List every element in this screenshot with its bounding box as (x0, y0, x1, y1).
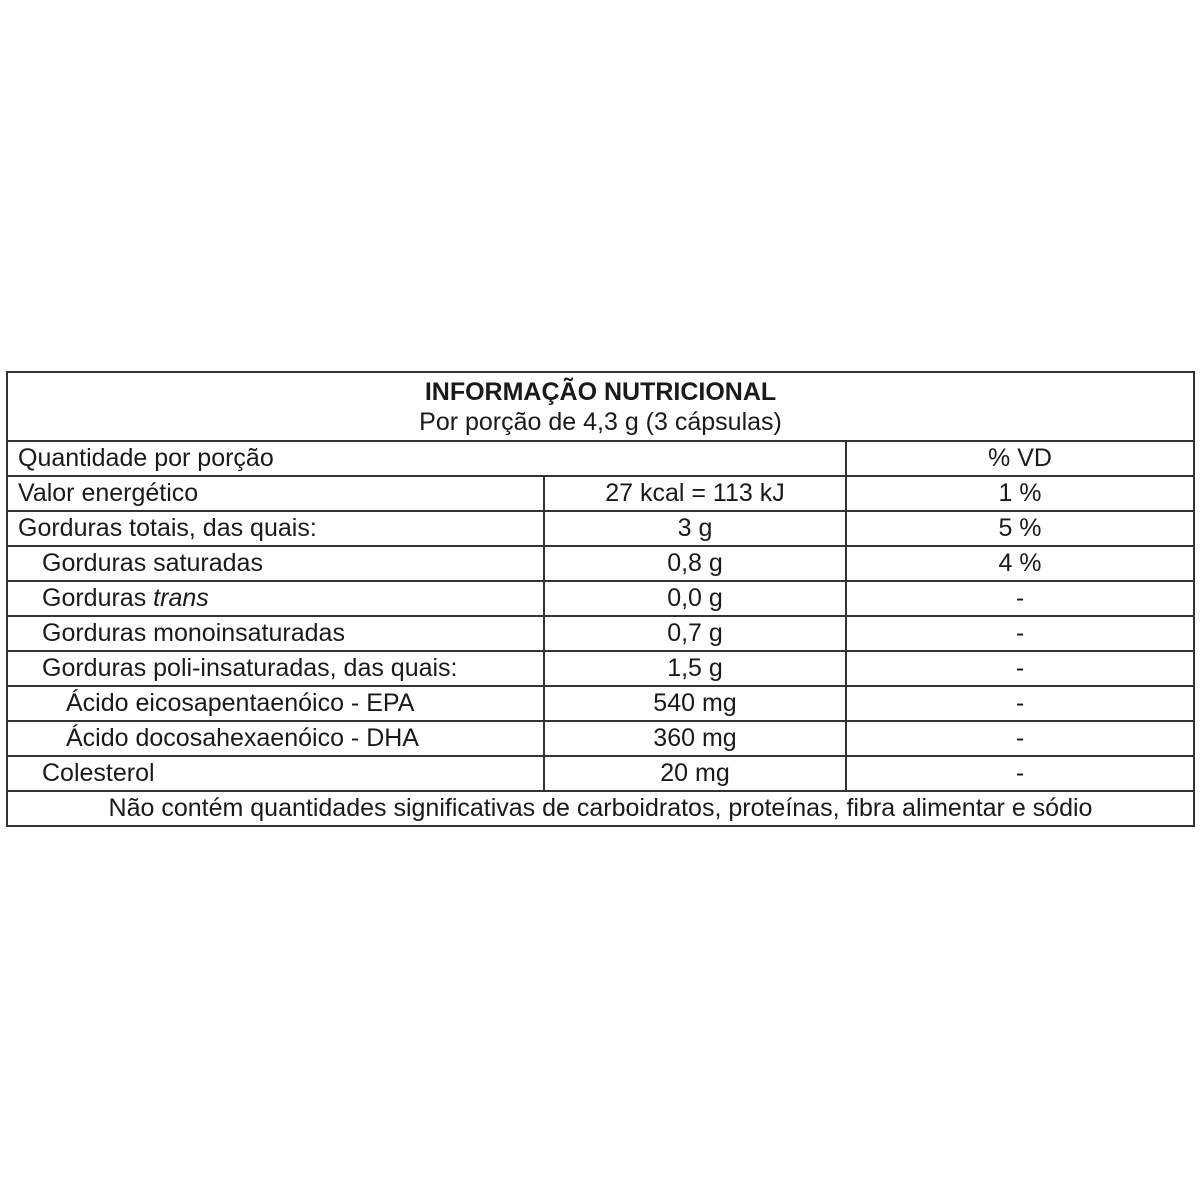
table-row: Valor energético 27 kcal = 113 kJ 1 % (6, 475, 1195, 512)
nutrient-label: Gorduras totais, das quais: (6, 510, 545, 547)
nutrient-vd: - (845, 720, 1195, 757)
nutrition-facts-table: INFORMAÇÃO NUTRICIONAL Por porção de 4,3… (6, 371, 1195, 827)
table-row: Gorduras totais, das quais: 3 g 5 % (6, 510, 1195, 547)
nutrient-label: Colesterol (6, 755, 545, 792)
label-text: Gorduras (42, 584, 154, 612)
table-row: Gorduras trans 0,0 g - (6, 580, 1195, 617)
nutrient-label: Valor energético (6, 475, 545, 512)
title-cell: INFORMAÇÃO NUTRICIONAL Por porção de 4,3… (6, 371, 1195, 442)
nutrient-amount: 20 mg (543, 755, 847, 792)
table-title-row: INFORMAÇÃO NUTRICIONAL Por porção de 4,3… (6, 371, 1195, 442)
nutrient-label: Ácido docosahexaenóico - DHA (6, 720, 545, 757)
nutrient-label: Gorduras poli-insaturadas, das quais: (6, 650, 545, 687)
nutrient-amount: 0,7 g (543, 615, 847, 652)
nutrient-amount: 540 mg (543, 685, 847, 722)
nutrient-vd: - (845, 580, 1195, 617)
nutrient-amount: 27 kcal = 113 kJ (543, 475, 847, 512)
nutrient-vd: - (845, 755, 1195, 792)
nutrient-vd: - (845, 650, 1195, 687)
table-title: INFORMAÇÃO NUTRICIONAL (424, 377, 777, 406)
nutrient-amount: 360 mg (543, 720, 847, 757)
label-italic: trans (153, 584, 209, 612)
nutrient-amount: 0,8 g (543, 545, 847, 582)
nutrient-vd: 4 % (845, 545, 1195, 582)
table-row: Gorduras poli-insaturadas, das quais: 1,… (6, 650, 1195, 687)
serving-size: Por porção de 4,3 g (3 cápsulas) (419, 407, 782, 436)
nutrient-label: Gorduras saturadas (6, 545, 545, 582)
column-header-row: Quantidade por porção % VD (6, 440, 1195, 477)
footnote: Não contém quantidades significativas de… (6, 790, 1195, 827)
vd-header: % VD (845, 440, 1195, 477)
nutrient-label: Gorduras trans (6, 580, 545, 617)
table-row: Colesterol 20 mg - (6, 755, 1195, 792)
table-row: Ácido eicosapentaenóico - EPA 540 mg - (6, 685, 1195, 722)
nutrient-amount: 1,5 g (543, 650, 847, 687)
quantity-header: Quantidade por porção (6, 440, 847, 477)
table-row: Gorduras saturadas 0,8 g 4 % (6, 545, 1195, 582)
nutrient-label: Ácido eicosapentaenóico - EPA (6, 685, 545, 722)
nutrient-amount: 3 g (543, 510, 847, 547)
nutrient-vd: 1 % (845, 475, 1195, 512)
table-row: Ácido docosahexaenóico - DHA 360 mg - (6, 720, 1195, 757)
table-row: Gorduras monoinsaturadas 0,7 g - (6, 615, 1195, 652)
nutrient-vd: 5 % (845, 510, 1195, 547)
nutrient-vd: - (845, 685, 1195, 722)
nutrient-label: Gorduras monoinsaturadas (6, 615, 545, 652)
nutrient-vd: - (845, 615, 1195, 652)
nutrient-amount: 0,0 g (543, 580, 847, 617)
footnote-row: Não contém quantidades significativas de… (6, 790, 1195, 827)
